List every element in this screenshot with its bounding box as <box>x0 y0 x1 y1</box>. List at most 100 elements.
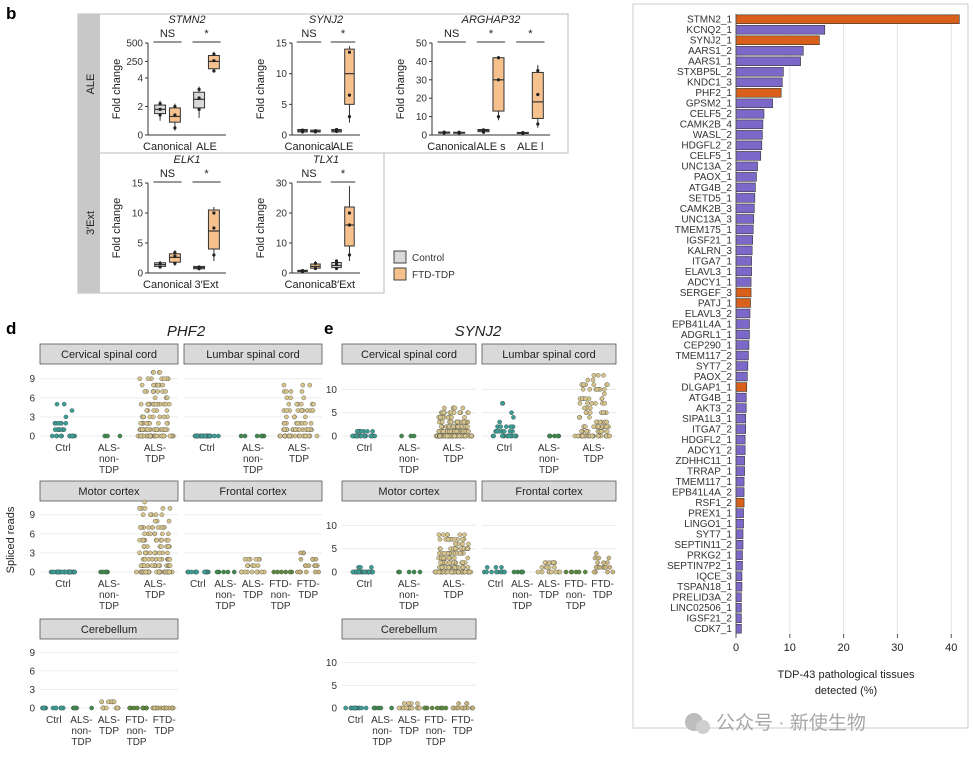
scatter-point <box>167 569 172 575</box>
box-point <box>173 126 177 130</box>
scatter-point <box>41 705 46 711</box>
box-point <box>212 211 216 215</box>
scatter-point <box>155 382 161 388</box>
facet-group-label: TDP <box>444 590 464 601</box>
c-bar-label: HDGFL2_1 <box>681 435 732 446</box>
facet-strip-label: Lumbar spinal cord <box>206 349 300 361</box>
c-bar-label: EPB41L4A_2 <box>672 487 732 498</box>
facet-group-label: ALS- <box>144 443 166 454</box>
significance-label: * <box>204 168 209 180</box>
box-point <box>173 104 177 109</box>
scatter-point <box>583 424 588 429</box>
scatter-point <box>151 408 156 413</box>
scatter-point <box>579 429 584 434</box>
facet-group-label: TDP <box>372 737 392 748</box>
scatter-point <box>258 433 264 439</box>
scatter-point <box>585 377 591 383</box>
y-tick-label: 0 <box>137 269 143 280</box>
c-bar <box>735 256 752 266</box>
scatter-point <box>54 401 60 407</box>
facet-group-label: ALS- <box>288 443 310 454</box>
scatter-point <box>114 705 120 711</box>
scatter-point <box>452 546 458 551</box>
facet-group-label: FTD- <box>564 579 587 590</box>
box-point <box>173 113 177 117</box>
scatter-point <box>282 420 287 426</box>
scatter-point <box>142 506 148 511</box>
facet-group-label: TDP <box>243 465 263 476</box>
scatter-point <box>439 565 445 570</box>
facet-group-label: TDP <box>99 726 119 737</box>
scatter-point <box>442 405 447 411</box>
scatter-point <box>535 569 541 575</box>
box-point <box>536 122 540 126</box>
y-tick-label: 10 <box>276 69 288 80</box>
scatter-point <box>58 433 64 439</box>
c-bar-label: ADCY1_2 <box>688 445 733 456</box>
scatter-point <box>465 565 471 570</box>
scatter-point <box>286 401 292 407</box>
box-point <box>212 253 216 257</box>
c-bar-label: TMEM175_1 <box>675 225 733 236</box>
row-label-ale: ALE <box>85 74 97 95</box>
scatter-point <box>460 565 466 570</box>
c-bar <box>735 371 748 382</box>
c-bar-label: ZDHHC11_1 <box>676 456 733 467</box>
scatter-point <box>225 569 231 575</box>
y-tick-label: 5 <box>137 239 143 250</box>
scatter-point <box>303 433 308 439</box>
scatter-point <box>462 532 467 537</box>
d-title: PHF2 <box>167 323 206 340</box>
scatter-point <box>166 401 172 407</box>
c-bar-label: TMEM117_1 <box>675 477 732 488</box>
c-bar <box>735 119 764 130</box>
facet-group-label: Ctrl <box>55 579 71 590</box>
scatter-point <box>291 414 297 420</box>
c-bar <box>735 550 743 560</box>
scatter-point <box>58 420 64 426</box>
y-tick-label: 30 <box>416 75 428 86</box>
scatter-point <box>604 429 610 434</box>
facet-strip-label: Frontal cortex <box>515 486 583 498</box>
scatter-point <box>439 419 445 425</box>
scatter-point <box>142 499 147 505</box>
subplot-title: TLX1 <box>313 154 339 166</box>
significance-label: NS <box>301 168 316 180</box>
scatter-point <box>539 569 545 575</box>
scatter-point <box>459 424 465 429</box>
y-tick-label: 5 <box>281 100 287 111</box>
scatter-point <box>283 569 289 575</box>
box-point <box>158 102 162 106</box>
box-point <box>300 128 305 132</box>
facet-group-label: ALS- <box>144 579 166 590</box>
scatter-point <box>363 705 369 711</box>
box-point <box>536 69 540 73</box>
scatter-point <box>49 433 55 439</box>
scatter-point <box>465 546 470 551</box>
c-bar-label: AARS1_2 <box>688 46 732 57</box>
facet-group-label: non- <box>271 590 291 601</box>
c-bar <box>735 319 750 329</box>
scatter-point <box>499 433 505 439</box>
c-bar-label: SYT7_1 <box>696 530 733 541</box>
scatter-point <box>584 429 589 434</box>
scatter-point <box>160 531 165 537</box>
c-bar <box>735 214 755 224</box>
scatter-point <box>493 565 499 570</box>
facet-strip <box>481 343 617 365</box>
c-bar <box>735 151 762 161</box>
scatter-point <box>465 424 470 429</box>
scatter-point <box>484 565 490 570</box>
facet-group-label: ALS- <box>371 715 393 726</box>
c-bar <box>735 98 773 109</box>
scatter-point <box>596 555 602 561</box>
facet-group-label: Ctrl <box>46 715 62 726</box>
d-ylabel: Spliced reads <box>5 506 17 573</box>
scatter-point <box>547 433 553 439</box>
scatter-point <box>438 546 443 551</box>
scatter-point <box>441 410 447 415</box>
c-bar-label: UNC13A_2 <box>681 162 732 173</box>
y-tick-label: 10 <box>416 112 428 123</box>
